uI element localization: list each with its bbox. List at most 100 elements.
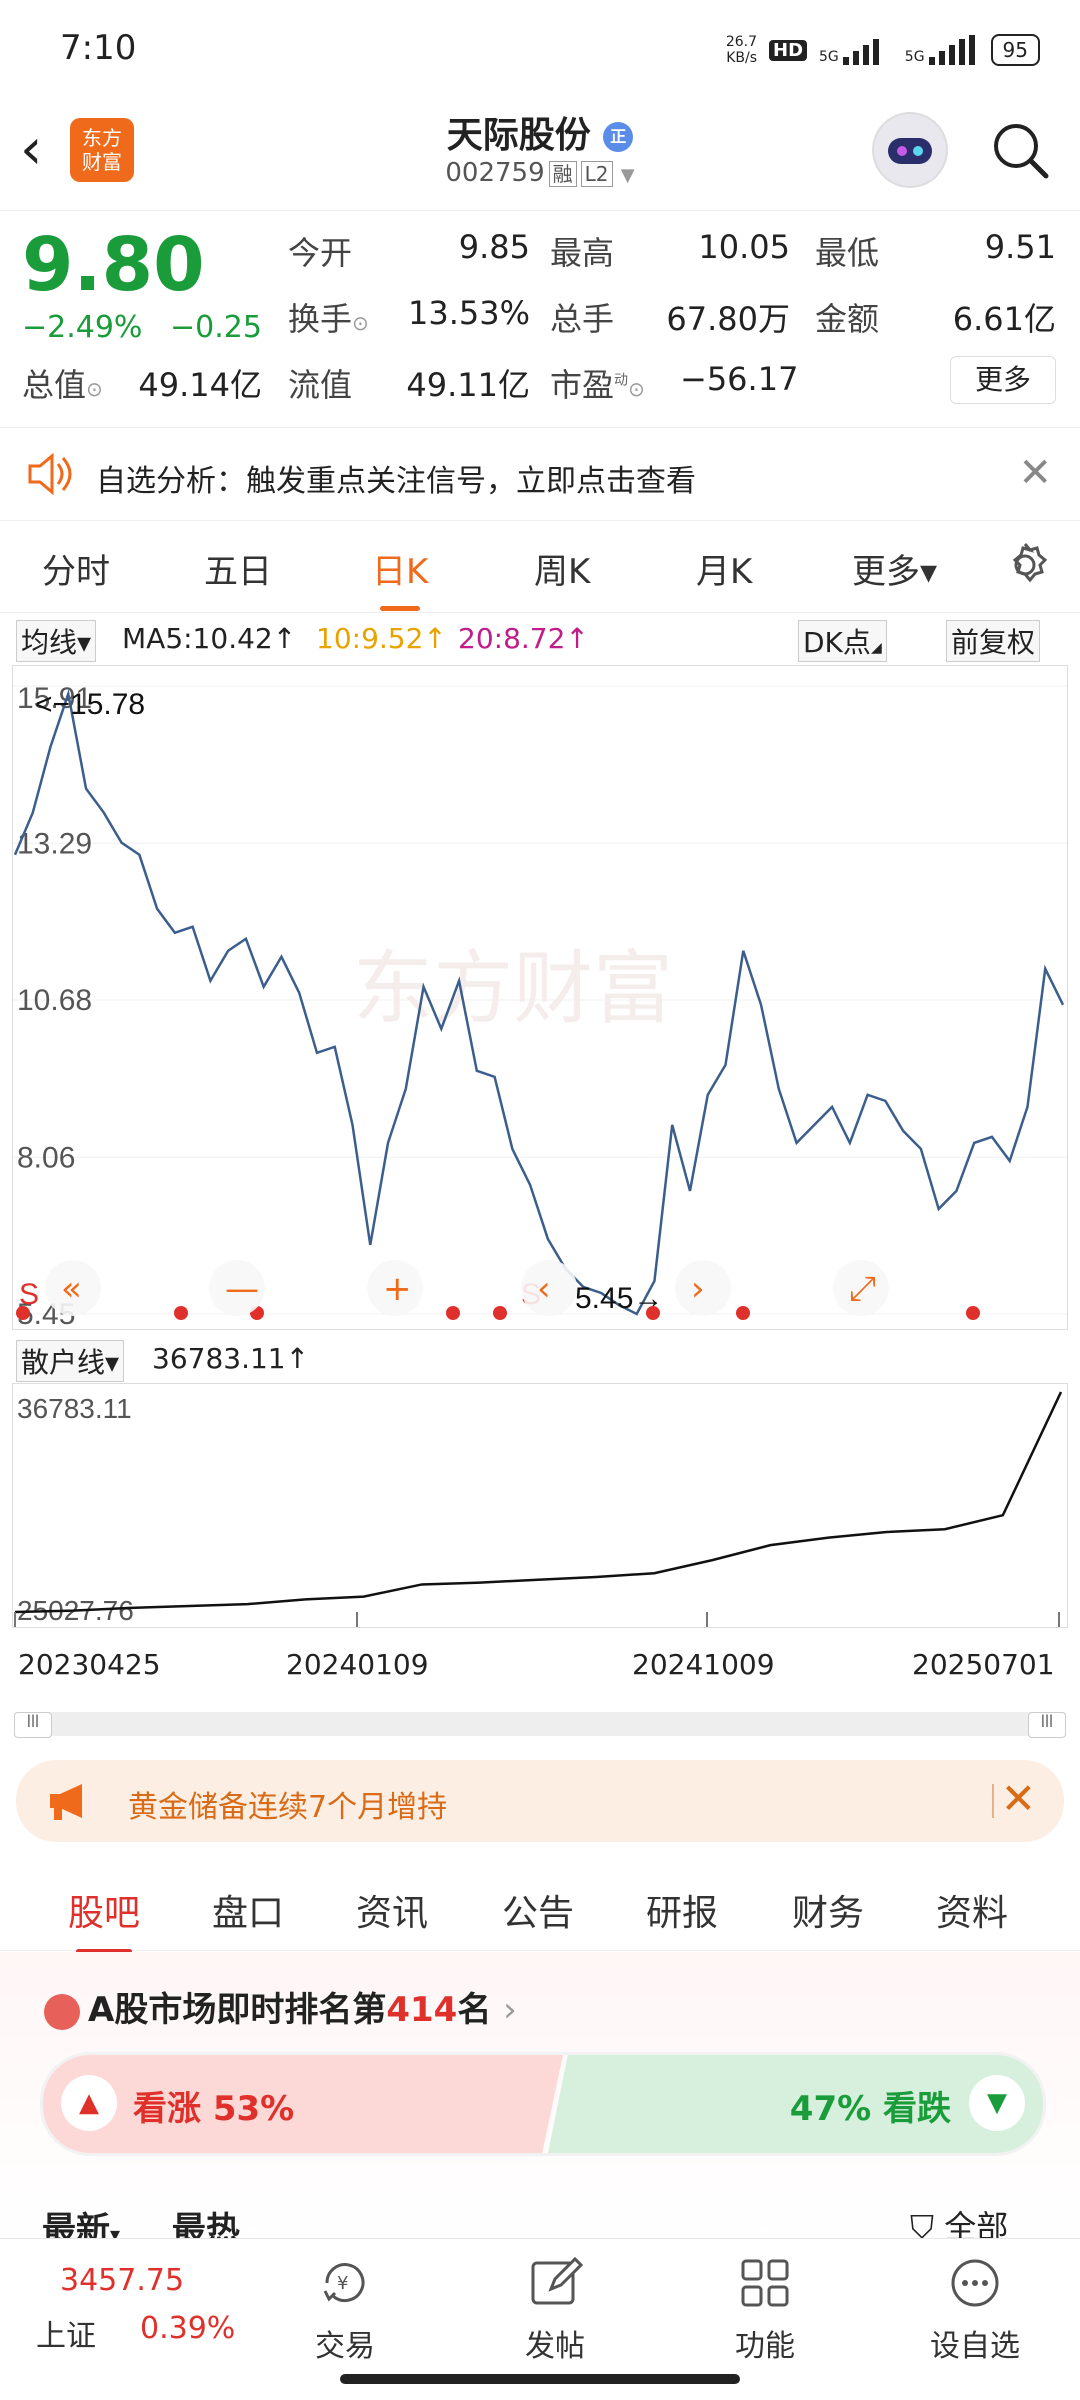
last-price: 9.80 <box>22 222 205 308</box>
change-percent: −2.49% <box>22 310 143 345</box>
y-tick-label: 8.06 <box>17 1141 75 1174</box>
x-tick-label: 20230425 <box>18 1648 161 1681</box>
signal-dot <box>966 1306 980 1320</box>
signal-icon-2: 5G <box>905 35 979 65</box>
change-amount: −0.25 <box>170 310 262 345</box>
zoom-in-icon[interactable] <box>367 1260 423 1316</box>
settings-icon[interactable] <box>1000 540 1050 594</box>
more-button[interactable]: 更多 <box>950 356 1056 404</box>
status-time: 7:10 <box>60 28 137 68</box>
nav-add-watch[interactable]: 设自选 <box>910 2255 1040 2365</box>
next-icon[interactable] <box>675 1260 731 1316</box>
tab-order-book[interactable]: 盘口 <box>212 1893 285 1934</box>
assistant-avatar[interactable] <box>872 112 948 188</box>
dk-point-toggle[interactable]: DK点◢ <box>798 620 887 662</box>
signal-dot <box>736 1306 750 1320</box>
nav-function[interactable]: 功能 <box>700 2255 830 2365</box>
float-value: 49.11亿 <box>406 366 530 404</box>
svg-text:¥: ¥ <box>337 2273 348 2294</box>
back-icon[interactable]: ‹ <box>20 117 43 182</box>
close-icon[interactable]: ✕ <box>1000 1774 1036 1823</box>
nav-trade[interactable]: ¥ 交易 <box>280 2255 410 2365</box>
nav-post[interactable]: 发帖 <box>490 2255 620 2365</box>
price-line <box>13 688 1065 1316</box>
ma10-value: 10:9.52↑ <box>316 622 447 655</box>
chart-scrollbar[interactable]: ||| ||| <box>14 1712 1066 1738</box>
fullscreen-icon-glyph: ⤢ <box>849 1269 876 1309</box>
zoom-left-icon-glyph: « <box>61 1269 82 1309</box>
alert-text: 自选分析：触发重点关注信号，立即点击查看 <box>96 464 696 499</box>
low-label: 最低 <box>815 234 880 272</box>
y-tick-label: 36783.11 <box>17 1393 132 1424</box>
rank-title[interactable]: A股市场即时排名第414名 › <box>44 1982 517 2031</box>
close-icon[interactable]: ✕ <box>1018 450 1052 496</box>
app-logo[interactable]: 东方 财富 <box>70 118 134 182</box>
stock-code[interactable]: 002759 融 L2 ▼ <box>445 158 635 188</box>
hd-icon: HD <box>769 39 808 61</box>
x-tick-label: 20250701 <box>912 1648 1055 1681</box>
alert-bar[interactable]: 自选分析：触发重点关注信号，立即点击查看 ✕ <box>0 430 1080 521</box>
news-banner[interactable]: 黄金储备连续7个月增持 ✕ <box>16 1760 1064 1842</box>
pe-label: 市盈动⊙ <box>550 366 645 404</box>
signal-icon: 5G <box>819 35 893 65</box>
post-sort-tabs: 最新▾ 最热 <box>42 2202 240 2238</box>
tab-guba[interactable]: 股吧 <box>68 1884 140 1954</box>
tab-intraday[interactable]: 分时 <box>42 552 110 592</box>
tab-more[interactable]: 更多▾ <box>852 552 938 592</box>
tab-weekly-k[interactable]: 周K <box>534 552 591 592</box>
tab-announcements[interactable]: 公告 <box>502 1893 575 1934</box>
sort-latest[interactable]: 最新 <box>42 2210 110 2238</box>
volume-value: 67.80万 <box>666 300 790 338</box>
trade-icon: ¥ <box>323 2263 365 2303</box>
sentiment-bar: ▲ 看涨 53% 47% 看跌 ▼ <box>40 2052 1046 2156</box>
sort-hot[interactable]: 最热 <box>171 2210 240 2238</box>
adjust-toggle[interactable]: 前复权 <box>946 620 1041 662</box>
tab-news[interactable]: 资讯 <box>356 1893 429 1934</box>
stock-header: ‹ 东方 财富 天际股份 正 002759 融 L2 ▼ <box>0 100 1080 211</box>
search-icon[interactable] <box>990 120 1050 180</box>
retail-line <box>14 1391 1063 1614</box>
filter-all[interactable]: ⛉ 全部 <box>910 2202 1008 2238</box>
high-value: 10.05 <box>698 228 790 266</box>
home-indicator[interactable] <box>340 2374 740 2384</box>
price-chart[interactable]: 15.91 13.29 10.68 8.06 5.45 东方财富 <−15.78 5.45→ S… <box>12 665 1068 1331</box>
filter-icon: ⛉ <box>910 2208 935 2238</box>
zoom-left-icon[interactable] <box>45 1260 101 1316</box>
price-chart-svg[interactable]: 15.9113.2910.688.065.45东方财富<−15.785.45→S… <box>13 666 1067 1331</box>
x-tick-label: 20240109 <box>286 1648 429 1681</box>
edit-icon <box>531 2256 583 2305</box>
float-label: 流值 <box>288 366 353 404</box>
signal-dot <box>493 1306 507 1320</box>
verified-badge: 正 <box>603 122 634 152</box>
tab-research[interactable]: 研报 <box>646 1893 719 1934</box>
tab-five-day[interactable]: 五日 <box>204 552 272 592</box>
signal-dot <box>174 1306 188 1320</box>
tab-daily-k[interactable]: 日K <box>372 544 428 611</box>
megaphone-icon <box>46 1780 96 1826</box>
net-speed: 26.7 KB/s <box>725 34 757 66</box>
zoom-out-icon[interactable] <box>209 1260 265 1316</box>
tab-monthly-k[interactable]: 月K <box>696 552 753 592</box>
prev-icon[interactable] <box>521 1260 577 1316</box>
watermark-text: 东方财富 <box>353 942 673 1035</box>
speaker-icon <box>24 452 72 500</box>
sub-indicator-selector[interactable]: 散户线▾ <box>16 1340 125 1382</box>
x-axis-dates: 20230425 20240109 20241009 20250701 <box>0 1648 1080 1688</box>
zoom-out-icon-glyph: — <box>225 1269 259 1309</box>
signal-dot <box>16 1306 30 1320</box>
retail-line-chart[interactable]: 36783.11 25027.76 <box>12 1383 1068 1628</box>
banner-text: 黄金储备连续7个月增持 <box>128 1790 448 1825</box>
bullish-arrow-icon[interactable]: ▲ <box>61 2075 117 2131</box>
scroll-handle-right[interactable]: ||| <box>1028 1712 1066 1738</box>
bearish-arrow-icon[interactable]: ▼ <box>969 2075 1025 2131</box>
fullscreen-icon[interactable] <box>833 1260 889 1316</box>
tab-profile[interactable]: 资料 <box>936 1893 1009 1934</box>
ma-selector[interactable]: 均线▾ <box>16 620 97 662</box>
rank-section: A股市场即时排名第414名 › ▲ 看涨 53% 47% 看跌 ▼ 最新▾ 最热… <box>0 1952 1080 2242</box>
tab-finance[interactable]: 财务 <box>792 1893 865 1934</box>
index-value[interactable]: 3457.75 <box>60 2263 185 2298</box>
battery-icon: 95 <box>990 34 1040 66</box>
mktcap-value: 49.14亿 <box>138 366 262 404</box>
scroll-handle-left[interactable]: ||| <box>14 1712 52 1738</box>
